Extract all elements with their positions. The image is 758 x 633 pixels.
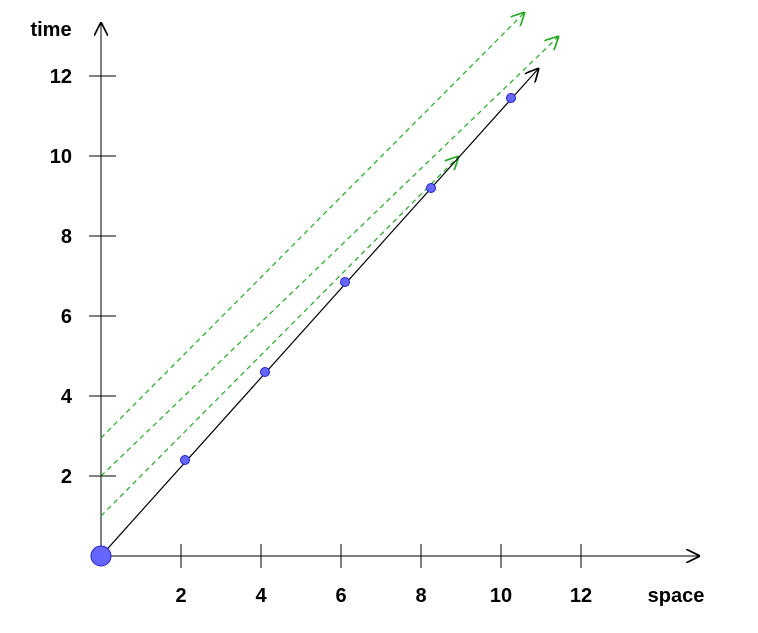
y-tick-label: 8 [61,226,72,248]
event-point [426,183,436,193]
dashed-line [100,36,559,477]
x-tick-label: 12 [570,585,592,607]
event-point [506,93,516,103]
origin-marker [90,545,112,567]
event-point [340,277,350,287]
worldline [100,68,539,557]
y-tick-label: 12 [50,66,72,88]
x-tick-label: 2 [175,585,186,607]
event-point [260,367,270,377]
y-tick-label: 2 [61,466,72,488]
dashed-lines [100,12,559,517]
worldline-group [100,68,539,557]
y-ticks: 2 4 6 8 10 12 [50,66,116,488]
dashed-line [100,12,525,439]
y-tick-label: 10 [50,146,72,168]
y-axis-label: time [30,19,71,41]
y-tick-label: 6 [61,306,72,328]
x-tick-label: 8 [415,585,426,607]
event-point [180,455,190,465]
y-tick-label: 4 [61,386,73,408]
x-tick-label: 10 [490,585,512,607]
origin-group [90,545,112,567]
events [180,93,516,465]
axes: space time [30,19,704,607]
x-tick-label: 6 [335,585,346,607]
dashed-line [100,156,459,517]
x-axis-label: space [648,585,705,607]
x-tick-label: 4 [255,585,267,607]
x-ticks: 2 4 6 8 10 12 [175,544,592,607]
